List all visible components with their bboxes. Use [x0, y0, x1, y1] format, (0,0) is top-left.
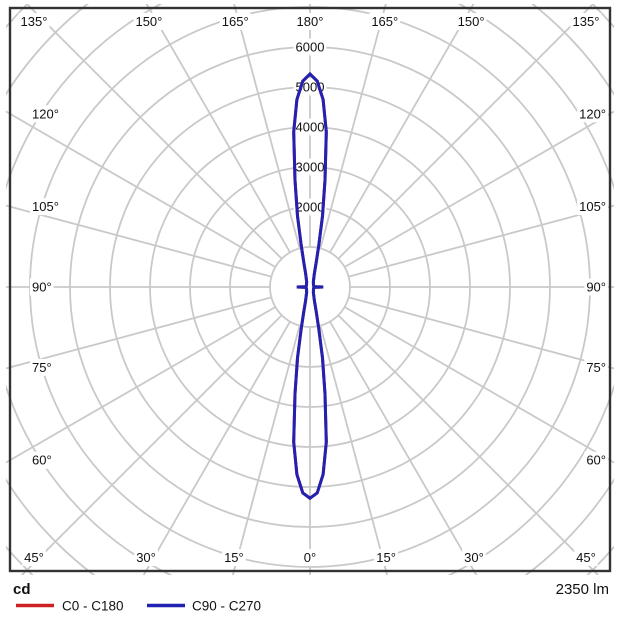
angle-tick-label: 60°	[32, 453, 52, 468]
radial-tick-label: 6000	[296, 40, 325, 55]
grid-ray	[6, 296, 272, 370]
angle-tick-label: 30°	[464, 550, 484, 565]
grid-ray	[6, 110, 276, 268]
legend-label-c0-c180: C0 - C180	[62, 599, 124, 614]
angle-tick-label: 180°	[297, 14, 324, 29]
angle-tick-label: 105°	[32, 199, 59, 214]
angle-tick-label: 165°	[222, 14, 249, 29]
angle-tick-label-bg	[462, 549, 486, 566]
angle-tick-label-bg	[18, 13, 50, 30]
angle-tick-label: 45°	[24, 550, 44, 565]
angle-tick-label: 165°	[371, 14, 398, 29]
grid-ray	[319, 4, 387, 249]
angle-tick-label: 90°	[586, 280, 606, 295]
legend-label-c90-c270: C90 - C270	[192, 599, 261, 614]
grid-ray	[6, 204, 272, 278]
angle-tick-label-bg	[584, 358, 608, 376]
angle-tick-label: 45°	[576, 550, 596, 565]
radial-tick-label: 4000	[296, 120, 325, 135]
angle-tick-label-bg	[294, 13, 326, 30]
angle-axis-labels: 0° 15° 30° 45° 60° 75° 90° 105° 120° 135° 150° 165°…	[18, 13, 608, 566]
units-label: cd	[13, 581, 31, 598]
grid-ray	[25, 4, 283, 260]
angle-tick-label-bg	[134, 549, 158, 566]
angle-tick-label: 150°	[135, 14, 162, 29]
angle-tick-label-bg	[22, 549, 46, 566]
angle-tick-label: 75°	[32, 360, 52, 375]
grid-ray	[348, 204, 614, 278]
angle-tick-label: 90°	[32, 280, 52, 295]
luminous-flux-value: 2350 lm	[556, 581, 609, 598]
angle-tick-label: 120°	[32, 106, 59, 121]
angle-tick-label-bg	[30, 358, 54, 376]
angle-tick-label-bg	[30, 105, 61, 123]
angle-tick-label: 135°	[21, 14, 48, 29]
angle-tick-label: 120°	[579, 106, 606, 121]
grid-ray	[231, 325, 301, 575]
angle-tick-label-bg	[584, 278, 608, 296]
grid-ray	[142, 321, 291, 575]
grid-ray	[6, 306, 276, 464]
angle-tick-label-bg	[30, 451, 54, 469]
grid-ray	[337, 314, 600, 575]
angle-tick-label: 30°	[136, 550, 156, 565]
angle-tick-label-bg	[455, 13, 487, 30]
angle-tick-label-bg	[369, 13, 401, 30]
angle-tick-label: 150°	[458, 14, 485, 29]
angle-tick-label-bg	[30, 278, 54, 296]
radial-tick-label-bg	[293, 118, 327, 136]
grid-ray	[348, 296, 614, 370]
angle-tick-label: 105°	[579, 199, 606, 214]
angle-tick-label-bg	[219, 13, 251, 30]
grid-ray	[233, 4, 301, 249]
radial-tick-label-bg	[293, 38, 327, 56]
angle-tick-label-bg	[574, 549, 598, 566]
radial-tick-label-bg	[293, 158, 327, 176]
legend: C0 - C180 C90 - C270	[16, 599, 261, 614]
angle-tick-label-bg	[222, 549, 246, 566]
grid-ray	[329, 4, 475, 253]
angle-tick-label-bg	[30, 198, 61, 216]
angle-tick-label-bg	[577, 198, 608, 216]
angle-tick-label: 0°	[304, 550, 316, 565]
angle-tick-label-bg	[584, 451, 608, 469]
angle-tick-label: 15°	[224, 550, 244, 565]
angle-tick-label: 75°	[586, 360, 606, 375]
plot-border	[8, 6, 612, 573]
angle-tick-label: 135°	[573, 14, 600, 29]
curve-c90-c270	[292, 71, 328, 501]
grid-ray	[344, 306, 614, 464]
angle-tick-label: 15°	[376, 550, 396, 565]
grid-ray	[20, 314, 283, 575]
grid-ray	[329, 321, 478, 575]
radial-tick-label: 2000	[296, 200, 325, 215]
angle-tick-label-bg	[374, 549, 398, 566]
grid-ray	[344, 110, 614, 268]
grid-ray	[337, 4, 595, 260]
radial-tick-label-bg	[293, 198, 327, 216]
radial-tick-label: 3000	[296, 160, 325, 175]
angle-tick-label-bg	[570, 13, 602, 30]
intensity-curves	[292, 71, 328, 501]
angle-tick-label-bg	[301, 549, 319, 566]
grid-circle	[269, 246, 351, 328]
grid-ray	[145, 4, 291, 253]
angle-tick-label-bg	[133, 13, 165, 30]
angle-tick-label: 60°	[586, 453, 606, 468]
grid-ray	[319, 325, 389, 575]
angle-tick-label-bg	[577, 105, 608, 123]
